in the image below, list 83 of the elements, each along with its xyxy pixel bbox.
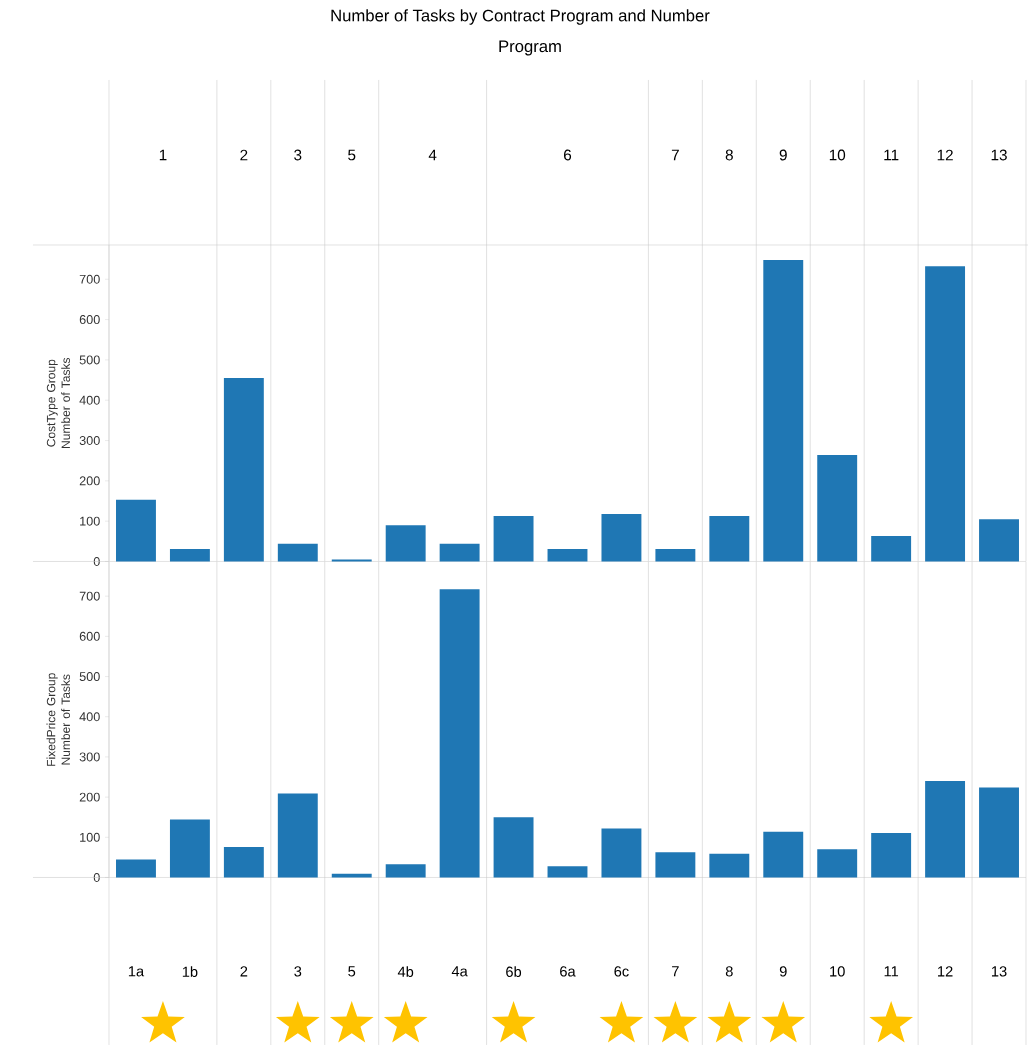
bar bbox=[169, 548, 210, 562]
y-tick-label: 400 bbox=[79, 712, 100, 722]
bar bbox=[763, 259, 804, 562]
bar bbox=[385, 525, 426, 562]
bar bbox=[547, 866, 588, 878]
x-tick-label: 4b bbox=[397, 966, 414, 977]
text: 2 bbox=[240, 149, 248, 161]
text: 1 bbox=[159, 149, 167, 161]
bar bbox=[709, 515, 750, 562]
y-tick-label: 700 bbox=[79, 274, 100, 284]
bar bbox=[277, 543, 318, 562]
y-tick-label: 0 bbox=[93, 557, 100, 566]
y-tick-label: 100 bbox=[80, 832, 100, 842]
x-tick-label: 7 bbox=[672, 966, 679, 977]
bar bbox=[979, 519, 1019, 562]
x-tick-label: 10 bbox=[830, 966, 845, 977]
bar bbox=[547, 548, 588, 562]
x2-axis-title: Program bbox=[499, 40, 561, 56]
y-tick-label: 300 bbox=[79, 752, 100, 762]
text: 7 bbox=[671, 149, 679, 161]
bar bbox=[439, 589, 480, 878]
bar bbox=[601, 828, 642, 878]
y-tick-label: 200 bbox=[79, 476, 100, 486]
y-tick-label: 200 bbox=[79, 792, 100, 802]
text: 8 bbox=[725, 149, 733, 161]
bar bbox=[493, 817, 534, 878]
text: 3 bbox=[294, 149, 302, 161]
bar bbox=[655, 852, 696, 878]
bar bbox=[871, 536, 912, 562]
x-tick-label: 3 bbox=[294, 966, 302, 977]
y-axis-title: FixedPrice Group Number of Tasks bbox=[46, 673, 71, 766]
bar bbox=[925, 266, 966, 562]
bar bbox=[439, 543, 480, 562]
bar bbox=[493, 515, 534, 562]
bar bbox=[277, 793, 318, 878]
y-tick-label: 600 bbox=[79, 315, 100, 325]
bar bbox=[655, 548, 696, 562]
bar bbox=[385, 864, 426, 878]
bar bbox=[601, 513, 642, 562]
x-tick-label: 9 bbox=[779, 966, 787, 977]
x-tick-label: 2 bbox=[240, 966, 248, 977]
y-tick-label: 700 bbox=[79, 591, 100, 601]
text: 9 bbox=[779, 149, 787, 161]
x-tick-label: 1a bbox=[128, 966, 145, 977]
text: 4 bbox=[428, 149, 437, 161]
text: 12 bbox=[937, 149, 953, 161]
x-tick-label: 1b bbox=[182, 966, 198, 977]
chart-title: Number of Tasks by Contract Program and Number bbox=[331, 9, 710, 25]
text: 13 bbox=[991, 149, 1007, 161]
bar bbox=[817, 849, 858, 878]
x-tick-label: 6b bbox=[506, 966, 522, 977]
bar bbox=[223, 378, 264, 562]
bar bbox=[223, 846, 264, 878]
bar bbox=[925, 781, 966, 878]
x-tick-label: 8 bbox=[725, 966, 733, 977]
y-tick-label: 600 bbox=[79, 631, 100, 641]
y-tick-label: 0 bbox=[93, 873, 100, 882]
bar bbox=[116, 499, 156, 562]
bar bbox=[169, 819, 210, 878]
bar bbox=[763, 831, 804, 878]
y-tick-label: 400 bbox=[79, 395, 100, 405]
y-tick-label: 100 bbox=[80, 516, 100, 526]
x-tick-label: 6a bbox=[560, 966, 576, 977]
bar bbox=[331, 559, 372, 562]
text: 6 bbox=[564, 149, 572, 161]
x-tick-label: 5 bbox=[348, 966, 356, 977]
y-tick-label: 500 bbox=[79, 672, 100, 682]
text: 10 bbox=[829, 149, 846, 161]
text: 5 bbox=[348, 149, 356, 161]
y-tick-label: 300 bbox=[79, 436, 100, 446]
x-tick-label: 13 bbox=[991, 966, 1007, 977]
x-tick-label: 12 bbox=[938, 966, 953, 977]
text: 11 bbox=[884, 149, 899, 161]
bar bbox=[979, 787, 1019, 878]
bar bbox=[116, 859, 156, 878]
x-tick-label: 11 bbox=[884, 966, 899, 977]
x-tick-label: 4a bbox=[451, 966, 468, 977]
x-tick-label: 6c bbox=[614, 966, 629, 977]
bar bbox=[817, 455, 858, 562]
y-axis-title: CostType Group Number of Tasks bbox=[46, 358, 71, 448]
y-tick-label: 500 bbox=[79, 355, 100, 365]
bar bbox=[709, 853, 750, 878]
bar bbox=[871, 832, 912, 878]
